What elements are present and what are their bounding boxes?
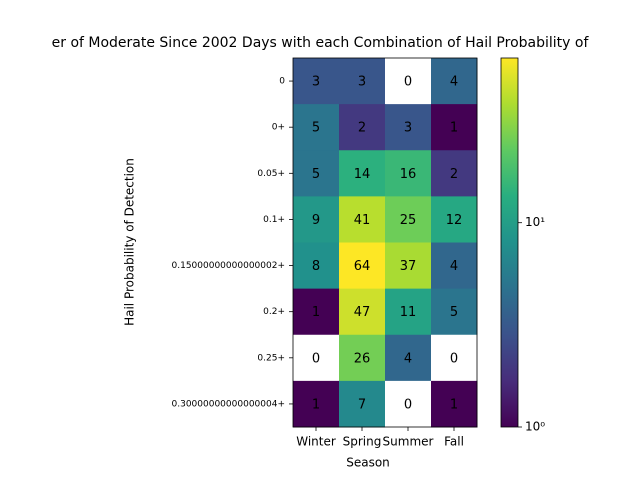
cell-label: 5 (312, 121, 320, 136)
cell-label: 4 (450, 259, 458, 274)
heat-cell (431, 150, 478, 197)
y-tick-label: 0.1+ (263, 215, 285, 225)
heat-cell (293, 150, 340, 197)
heat-cell (339, 380, 386, 428)
cell-label: 4 (404, 351, 412, 366)
cell-label: 12 (446, 213, 463, 228)
x-axis-label: Season (346, 456, 390, 470)
heat-cell (339, 150, 386, 197)
cell-label: 47 (354, 305, 371, 320)
cell-label: 25 (400, 213, 417, 228)
chart-title: er of Moderate Since 2002 Days with each… (52, 35, 590, 51)
heat-cell (385, 104, 432, 151)
y-tick-label: 0.30000000000000004+ (172, 399, 285, 409)
heat-cell (385, 288, 432, 336)
cell-label: 1 (312, 305, 320, 320)
heat-cell (431, 242, 478, 290)
heat-cell (293, 334, 340, 382)
heat-cell (339, 196, 386, 243)
heat-cell (431, 196, 478, 243)
cell-label: 16 (400, 167, 417, 182)
x-tick-label: Spring (343, 435, 382, 449)
cell-label: 14 (354, 167, 371, 182)
cell-label: 3 (312, 75, 320, 90)
y-tick-label: 0+ (272, 123, 285, 133)
cell-label: 41 (354, 213, 371, 228)
heat-cell (385, 242, 432, 290)
colorbar-tick-label: 10⁰ (525, 420, 545, 434)
heat-cell (293, 380, 340, 428)
heat-cell (431, 380, 478, 428)
cell-label: 1 (450, 397, 458, 412)
y-tick-label: 0.15000000000000002+ (172, 261, 285, 271)
cell-label: 11 (400, 305, 417, 320)
cell-label: 5 (312, 167, 320, 182)
heat-cell (385, 58, 432, 105)
cell-label: 2 (450, 167, 458, 182)
cell-label: 1 (312, 397, 320, 412)
heat-cell (293, 58, 340, 105)
cell-label: 3 (404, 121, 412, 136)
heat-cell (339, 334, 386, 382)
cell-label: 0 (404, 75, 412, 90)
cell-label: 8 (312, 259, 320, 274)
cell-label: 3 (358, 75, 366, 90)
y-axis-label: Hail Probability of Detection (123, 158, 137, 326)
heat-cell (339, 242, 386, 290)
cell-label: 0 (312, 351, 320, 366)
cell-label: 5 (450, 305, 458, 320)
x-tick-label: Summer (383, 435, 434, 449)
heat-cell (339, 58, 386, 105)
y-tick-label: 0.2+ (263, 307, 285, 317)
cell-label: 7 (358, 397, 366, 412)
heat-cell (431, 334, 478, 382)
heat-cell (339, 288, 386, 336)
heat-cell (339, 104, 386, 151)
heat-cell (431, 288, 478, 336)
colorbar-tick-label: 10¹ (525, 215, 545, 229)
cell-label: 4 (450, 75, 458, 90)
heat-cell (293, 242, 340, 290)
cell-label: 26 (354, 351, 371, 366)
plot-frame (292, 57, 478, 428)
y-tick-label: 0.25+ (257, 353, 285, 363)
heat-cell (293, 288, 340, 336)
x-tick-label: Fall (444, 435, 464, 449)
cell-label: 64 (354, 259, 371, 274)
heat-cell (293, 196, 340, 243)
y-tick-label: 0 (279, 77, 285, 87)
heat-cell (385, 334, 432, 382)
cell-label: 2 (358, 121, 366, 136)
cell-label: 37 (400, 259, 417, 274)
x-tick-label: Winter (296, 435, 336, 449)
cell-label: 0 (450, 351, 458, 366)
cell-label: 0 (404, 397, 412, 412)
colorbar (500, 57, 519, 428)
y-tick-label: 0.05+ (257, 169, 285, 179)
heat-cell (431, 104, 478, 151)
heat-cell (385, 196, 432, 243)
heat-cell (293, 104, 340, 151)
heat-cell (385, 380, 432, 428)
heat-cell (385, 150, 432, 197)
cell-label: 1 (450, 121, 458, 136)
cell-label: 9 (312, 213, 320, 228)
heat-cell (431, 58, 478, 105)
